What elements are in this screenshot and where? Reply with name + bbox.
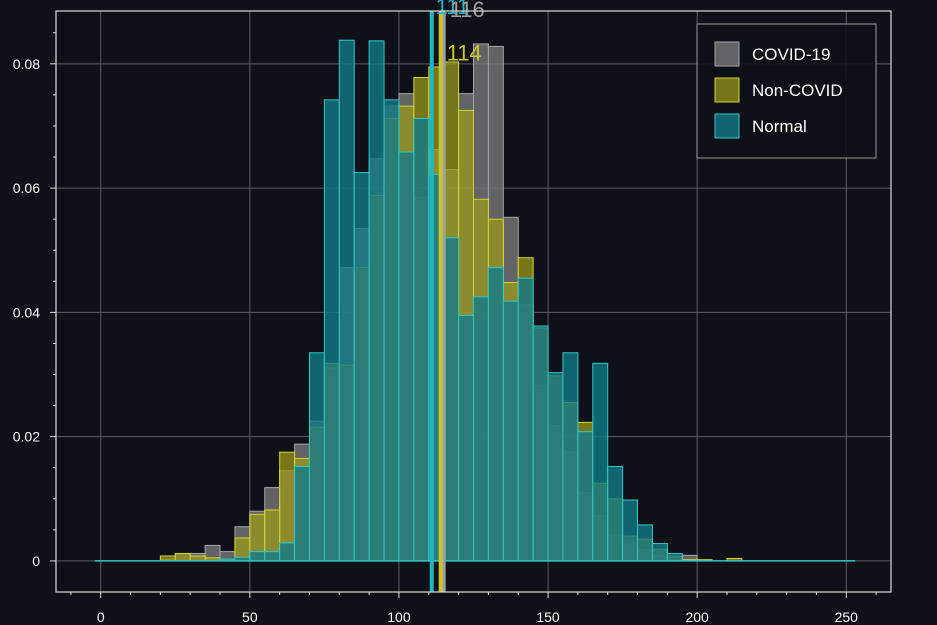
bar-normal-125 [473,296,489,562]
series-normal [219,39,683,562]
legend-item-covid-19: COVID-19 [714,41,830,67]
y-tick-label-0-02: 0.02 [13,429,40,445]
legend-swatch-non-covid [714,77,740,103]
mean-label-normal: 111 [436,0,469,19]
bar-normal-95 [383,99,400,562]
bar-normal-160 [577,431,594,562]
bar-normal-105 [413,118,430,562]
bar-normal-155 [562,352,579,562]
bar-normal-130 [487,267,504,562]
bar-normal-175 [622,499,639,562]
bar-normal-115 [443,237,460,562]
x-tick-label-100: 100 [387,609,411,625]
bar-normal-140 [517,277,534,562]
bar-normal-60 [279,542,296,562]
bar-normal-150 [547,372,564,562]
x-tick-label-200: 200 [685,609,709,625]
bar-non-covid-25 [174,552,191,562]
plot-frame [55,10,892,593]
bar-normal-135 [502,300,519,562]
legend-label-non-covid: Non-COVID [752,81,843,100]
bar-normal-90 [368,40,385,562]
bar-normal-190 [666,552,683,562]
y-tick-label-0-06: 0.06 [13,180,40,196]
bar-normal-65 [294,465,310,562]
x-tick-label-50: 50 [242,609,258,625]
bar-normal-145 [532,325,549,562]
y-tick-label-0-08: 0.08 [13,56,40,72]
bar-normal-185 [651,543,668,562]
bar-normal-170 [607,465,624,562]
histogram-bars [94,39,856,562]
legend-item-non-covid: Non-COVID [714,77,843,103]
bar-normal-80 [338,39,355,562]
bar-normal-55 [264,551,281,562]
bar-normal-85 [353,172,370,562]
legend-label-normal: Normal [752,117,807,136]
bar-normal-70 [308,352,325,562]
legend-item-normal: Normal [714,113,807,139]
legend-label-covid-19: COVID-19 [752,45,830,64]
bar-normal-180 [637,524,653,562]
bar-normal-75 [323,99,340,562]
bar-normal-165 [592,362,609,562]
x-tick-label-250: 250 [835,609,859,625]
bar-normal-100 [398,151,415,562]
mean-label-non-covid: 114 [447,41,482,66]
legend-swatch-covid-19 [714,41,740,67]
x-tick-label-150: 150 [536,609,560,625]
bar-normal-120 [458,314,474,562]
y-tick-label-0-04: 0.04 [13,304,40,320]
legend-swatch-normal [714,113,740,139]
bar-normal-50 [249,551,266,562]
x-tick-label-0: 0 [97,609,105,625]
legend: COVID-19 Non-COVID Normal [696,23,877,159]
y-tick-label-0: 0 [32,553,40,569]
axis-ticks: 0 50 100 150 200 250 0 0.02 0.04 0.06 0.08 [13,32,877,625]
